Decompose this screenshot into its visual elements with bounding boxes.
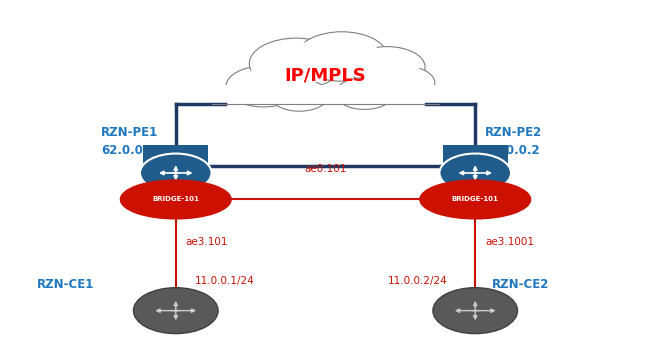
Text: 11.0.0.2/24: 11.0.0.2/24 [387,276,447,286]
Circle shape [270,79,329,111]
Circle shape [140,154,212,192]
Circle shape [340,80,389,107]
Text: BRIDGE-101: BRIDGE-101 [152,197,199,202]
Circle shape [296,32,387,81]
Text: RZN-CE2: RZN-CE2 [492,278,549,291]
FancyBboxPatch shape [212,85,439,104]
Text: RZN-PE2: RZN-PE2 [485,126,542,139]
Circle shape [133,288,218,334]
Text: BRIDGE-101: BRIDGE-101 [452,197,499,202]
Text: IP/MPLS: IP/MPLS [284,67,367,85]
Text: ae0.101: ae0.101 [304,164,347,174]
Circle shape [433,288,518,334]
Circle shape [226,66,301,107]
Circle shape [439,154,511,192]
Circle shape [275,82,324,109]
Ellipse shape [420,180,531,219]
Circle shape [350,47,425,88]
Circle shape [372,66,435,100]
Text: 11.0.0.1/24: 11.0.0.1/24 [195,276,255,286]
Text: 62.0.0.2: 62.0.0.2 [485,144,540,156]
Circle shape [303,35,381,77]
Text: RZN-PE1: RZN-PE1 [101,126,158,139]
Circle shape [377,68,430,97]
Text: ae3.1001: ae3.1001 [485,237,534,247]
Text: ae3.101: ae3.101 [186,237,228,247]
Circle shape [355,50,419,84]
FancyBboxPatch shape [143,145,208,208]
Text: 62.0.0.1: 62.0.0.1 [101,144,156,156]
Circle shape [232,69,296,104]
Circle shape [249,38,343,89]
Circle shape [335,78,394,109]
FancyBboxPatch shape [443,145,508,208]
Ellipse shape [120,180,231,219]
Text: RZN-CE1: RZN-CE1 [37,278,94,291]
Circle shape [256,42,336,85]
